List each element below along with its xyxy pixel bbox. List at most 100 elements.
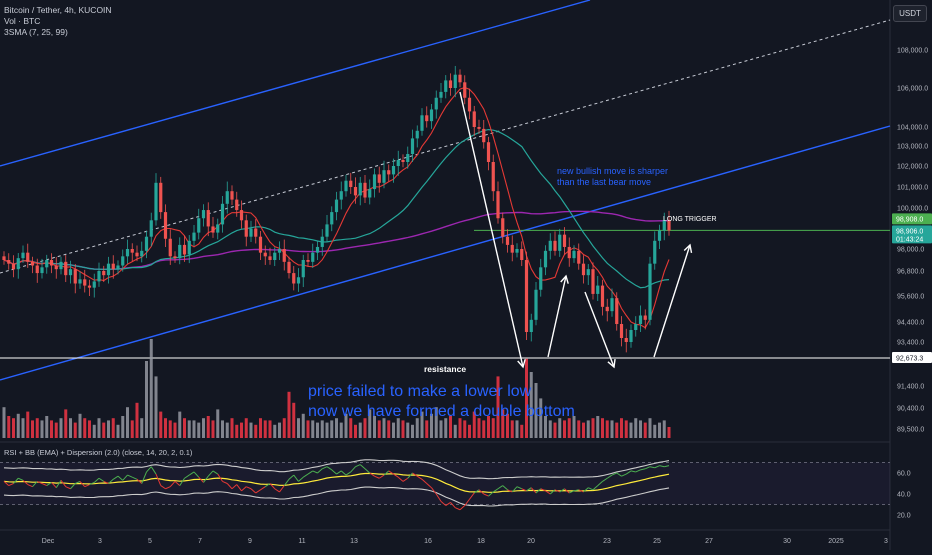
candle-body [59,261,63,270]
volume-bar [468,424,471,438]
price-tick-label: 96,800.0 [897,269,924,276]
volume-bar [387,420,391,438]
rsi-line [526,487,532,492]
candle-body [197,218,201,233]
rsi-line [184,474,190,479]
rsi-line [630,470,636,473]
rsi-line [597,481,603,486]
candle-body [496,191,500,219]
rsi-line [108,478,114,484]
candle-body [382,170,386,183]
rsi-line [511,486,518,493]
rsi-line [606,474,613,479]
candle-body [282,249,286,262]
candle-body [21,252,25,259]
volume-bar [662,420,666,438]
rsi-line [127,474,133,478]
candle-body [391,166,396,175]
rsi-line [450,502,456,508]
candle-body [572,250,576,259]
candle-body [396,160,400,166]
rsi-line [554,489,560,493]
time-tick-label: 16 [424,538,432,545]
candle-body [448,80,453,88]
candle-body [78,279,82,284]
candle-body [586,269,590,276]
rsi-line [122,474,128,481]
price-tick-label: 95,600.0 [897,294,924,301]
candle-body [353,187,358,196]
rsi-line [269,483,276,490]
volume-bar [510,420,514,438]
rsi-line [193,471,200,478]
candle-body [610,298,614,312]
currency-button[interactable]: USDT [893,5,927,22]
rsi-line [345,471,352,476]
price-tick-label: 106,000.0 [897,86,928,93]
volume-legend[interactable]: Vol · BTC [4,16,41,26]
rsi-line [146,466,152,473]
rsi-line [3,481,10,486]
ma-legend[interactable]: 3SMA (7, 25, 99) [4,27,68,37]
volume-bar [449,416,452,438]
time-tick-label: 13 [350,538,358,545]
rsi-line [507,489,513,493]
rsi-line [378,474,385,479]
rsi-line [212,470,219,475]
rsi-line [535,488,542,494]
volume-bar [363,418,367,438]
rsi-line [32,481,38,487]
volume-bar [634,418,638,438]
rsi-line [288,474,295,480]
candle-body [401,160,405,162]
price-tick-label: 102,000.0 [897,164,928,171]
candle-body [596,285,600,294]
candle-body [368,189,372,198]
rsi-line [250,488,257,494]
rsi-line [602,477,608,482]
candle-body [444,80,448,92]
volume-bar [548,420,552,438]
candle-body [102,271,106,276]
candle-body [130,249,134,253]
rsi-line [336,470,342,475]
volume-bar [349,418,353,438]
candle-body [482,128,486,143]
long-trigger-label: LONG TRIGGER [663,216,717,223]
support-price: 92,673.3 [896,355,923,362]
volume-bar [54,422,58,438]
candle-body [600,285,605,307]
volume-bar [287,391,291,438]
volume-bar [73,422,77,438]
candle-body [358,182,362,196]
candle-body [420,115,424,131]
volume-bar [667,427,671,438]
candle-body [619,324,624,338]
candle-body [54,265,58,270]
rsi-line [516,486,522,490]
volume-bar [653,424,657,438]
rsi-line [483,493,489,497]
volume-bar [268,420,272,438]
rsi-legend[interactable]: RSI + BB (EMA) + Dispersion (2.0) (close… [4,448,193,457]
volume-bar [373,416,376,438]
candle-body [111,263,115,270]
volume-bar [197,422,201,438]
volume-bar [83,418,87,438]
candle-body [387,170,391,175]
volume-bar [553,422,557,438]
rsi-line [236,484,242,492]
candle-body [653,240,657,264]
time-tick-label: 23 [603,538,611,545]
volume-bar [534,383,538,438]
rsi-line [150,466,157,475]
candle-body [2,256,6,260]
candle-body [87,285,92,288]
candle-body [140,250,144,257]
time-tick-label: 5 [148,538,152,545]
rsi-line [649,466,655,469]
volume-bar [558,418,562,438]
symbol-title[interactable]: Bitcoin / Tether, 4h, KUCOIN [4,5,112,15]
